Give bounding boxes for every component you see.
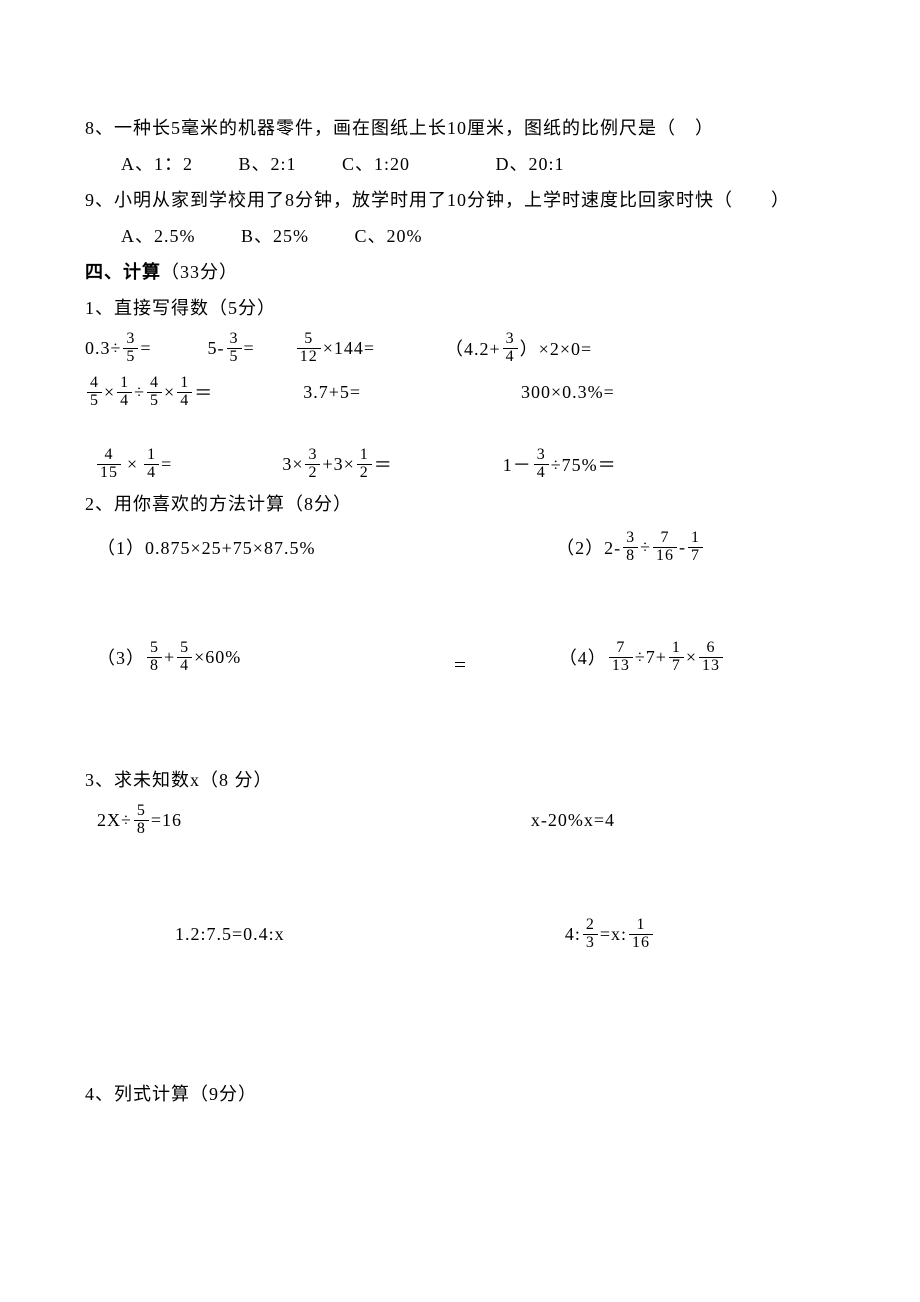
expr-2a: 45 × 14 ÷ 45 × 14 ＝ xyxy=(85,375,213,410)
s4-1-row3: 415 × 14 = 3× 32 +3× 12 ＝ 1－ 34 ÷75%＝ xyxy=(85,442,835,486)
expr-2c: 300×0.3%= xyxy=(521,382,615,403)
frac: 716 xyxy=(653,530,677,565)
q9-optA: A、2.5% xyxy=(121,226,196,246)
frac: 34 xyxy=(503,331,518,366)
s4-3-p2: x-20%x=4 xyxy=(531,810,615,831)
section4-heading: 四、计算（33分） xyxy=(85,254,835,290)
expr-1c: 512 ×144= xyxy=(295,331,375,366)
frac: 512 xyxy=(297,331,321,366)
frac: 58 xyxy=(134,803,149,838)
frac: 613 xyxy=(699,640,723,675)
q9-optB: B、25% xyxy=(241,226,309,246)
s4-1-row1: 0.3÷ 35 = 5- 35 = 512 ×144= （4.2+ 34 ）×2… xyxy=(85,326,835,370)
q8-optD: D、20:1 xyxy=(496,154,565,174)
s4-3-row1: 2X÷ 58 =16 x-20%x=4 xyxy=(85,798,835,842)
expr-1b: 5- 35 = xyxy=(208,331,255,366)
expr-3b: 3× 32 +3× 12 ＝ xyxy=(282,447,392,482)
s4-1-row2: 45 × 14 ÷ 45 × 14 ＝ 3.7+5= 300×0.3%= xyxy=(85,370,835,414)
section4-points: （33分） xyxy=(161,262,238,282)
q8-num: 8、 xyxy=(85,118,114,138)
q8-optC: C、1:20 xyxy=(342,154,410,174)
s4-3-p3: 1.2:7.5=0.4:x xyxy=(175,924,285,945)
q8-optB: B、2:1 xyxy=(239,154,297,174)
q9-optC: C、20% xyxy=(355,226,423,246)
page: 8、一种长5毫米的机器零件，画在图纸上长10厘米，图纸的比例尺是（ ） A、1：… xyxy=(0,0,920,1302)
expr-3c: 1－ 34 ÷75%＝ xyxy=(503,447,617,482)
frac: 116 xyxy=(629,917,653,952)
s4-2-p1: （1）0.875×25+75×87.5% xyxy=(97,534,315,560)
frac: 35 xyxy=(123,331,138,366)
s4-2-row2: （3） 58 + 54 ×60% （4） 713 ÷7+ 17 × 613 xyxy=(85,632,835,682)
expr-1a: 0.3÷ 35 = xyxy=(85,331,152,366)
q8-options: A、1：2 B、2:1 C、1:20 D、20:1 xyxy=(85,146,835,182)
s4-2-title: 2、用你喜欢的方法计算（8分） xyxy=(85,486,835,522)
expr-2b: 3.7+5= xyxy=(303,382,361,403)
center-marker xyxy=(455,662,465,667)
frac: 17 xyxy=(669,640,684,675)
frac: 14 xyxy=(117,375,132,410)
frac: 14 xyxy=(144,447,159,482)
frac: 32 xyxy=(305,447,320,482)
q8-text: 一种长5毫米的机器零件，画在图纸上长10厘米，图纸的比例尺是（ ） xyxy=(114,118,714,138)
q9-text: 小明从家到学校用了8分钟，放学时用了10分钟，上学时速度比回家时快（ ） xyxy=(114,190,790,210)
s4-4-title: 4、列式计算（9分） xyxy=(85,1076,835,1112)
frac: 45 xyxy=(87,375,102,410)
expr-3a: 415 × 14 = xyxy=(95,447,172,482)
s4-3-p4: 4: 23 =x: 116 xyxy=(565,917,655,952)
s4-3-title: 3、求未知数x（8 分） xyxy=(85,762,835,798)
expr-1d: （4.2+ 34 ）×2×0= xyxy=(445,331,592,366)
q8-line: 8、一种长5毫米的机器零件，画在图纸上长10厘米，图纸的比例尺是（ ） xyxy=(85,110,835,146)
s4-2-p4: （4） 713 ÷7+ 17 × 613 xyxy=(559,640,725,675)
s4-2-p2: （2）2- 38 ÷ 716 - 17 xyxy=(556,530,705,565)
s4-1-title: 1、直接写得数（5分） xyxy=(85,290,835,326)
frac: 38 xyxy=(623,530,638,565)
q8-optA: A、1：2 xyxy=(121,154,193,174)
section4-title: 四、计算 xyxy=(85,262,161,282)
frac: 35 xyxy=(227,331,242,366)
frac: 34 xyxy=(534,447,549,482)
frac: 415 xyxy=(97,447,121,482)
s4-2-p3: （3） 58 + 54 ×60% xyxy=(97,640,241,675)
s4-2-row1: （1）0.875×25+75×87.5% （2）2- 38 ÷ 716 - 17 xyxy=(85,522,835,572)
frac: 58 xyxy=(147,640,162,675)
frac: 17 xyxy=(688,530,703,565)
frac: 45 xyxy=(147,375,162,410)
s4-3-p1: 2X÷ 58 =16 xyxy=(97,803,182,838)
q9-options: A、2.5% B、25% C、20% xyxy=(85,218,835,254)
frac: 12 xyxy=(357,447,372,482)
frac: 54 xyxy=(177,640,192,675)
q9-num: 9、 xyxy=(85,190,114,210)
frac: 23 xyxy=(583,917,598,952)
frac: 14 xyxy=(177,375,192,410)
q9-line: 9、小明从家到学校用了8分钟，放学时用了10分钟，上学时速度比回家时快（ ） xyxy=(85,182,835,218)
s4-3-row2: 1.2:7.5=0.4:x 4: 23 =x: 116 xyxy=(85,912,835,956)
frac: 713 xyxy=(609,640,633,675)
